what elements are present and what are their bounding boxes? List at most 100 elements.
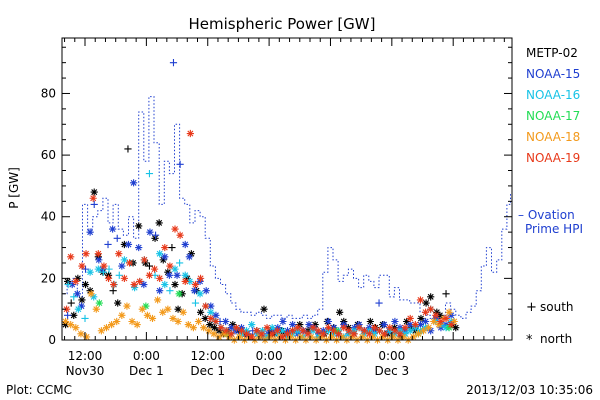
legend-metp-02: METP-02	[526, 46, 578, 60]
x-tick-label-date: Dec 3	[374, 364, 409, 378]
marker-noaa-15-73	[427, 327, 435, 335]
marker-noaa-19-7	[100, 262, 108, 270]
marker-metp-02-51	[311, 320, 319, 329]
x-tick-label-date: Dec 2	[252, 364, 287, 378]
marker-noaa-15-49	[305, 320, 313, 329]
marker-metp-02-72	[427, 293, 435, 301]
marker-noaa-18-71	[425, 324, 433, 332]
marker-noaa-16-66	[401, 330, 409, 338]
marker-noaa-18-22	[174, 317, 182, 326]
marker-noaa-15-15	[135, 243, 143, 252]
marker-noaa-16-7	[99, 268, 108, 276]
marker-noaa-19-35	[243, 330, 251, 338]
marker-noaa-19-45	[294, 324, 302, 332]
marker-noaa-15-22	[169, 59, 178, 67]
marker-metp-02-28	[183, 274, 191, 282]
marker-noaa-19-15	[140, 256, 148, 264]
marker-metp-02-74	[436, 311, 444, 319]
marker-noaa-19-57	[355, 324, 363, 332]
marker-metp-02-26	[174, 305, 182, 313]
marker-metp-02-19	[145, 262, 154, 270]
marker-noaa-18-48	[307, 333, 315, 341]
marker-noaa-19-61	[375, 327, 384, 335]
marker-metp-02-18	[141, 259, 149, 267]
marker-noaa-15-20	[161, 253, 169, 261]
marker-noaa-16-8	[105, 265, 113, 273]
marker-noaa-19-5	[89, 194, 97, 202]
marker-noaa-15-42	[269, 327, 277, 335]
marker-noaa-19-24	[186, 129, 194, 138]
marker-noaa-19-32	[227, 330, 235, 338]
ovation-hpi-line	[63, 96, 511, 319]
marker-noaa-19-43	[283, 330, 292, 338]
marker-noaa-15-33	[222, 317, 230, 326]
marker-noaa-15-23	[173, 271, 181, 279]
marker-noaa-15-63	[375, 299, 383, 307]
marker-noaa-16-25	[191, 299, 200, 307]
marker-metp-02-8	[90, 188, 98, 196]
marker-noaa-19-60	[370, 324, 379, 332]
marker-noaa-19-3	[78, 262, 86, 270]
marker-noaa-15-53	[324, 317, 333, 326]
marker-noaa-15-77	[447, 311, 455, 319]
marker-noaa-18-68	[409, 333, 417, 341]
marker-noaa-15-25	[181, 240, 189, 249]
marker-noaa-19-42	[278, 333, 286, 341]
marker-noaa-19-64	[391, 327, 399, 335]
x-axis-label: Date and Time	[238, 383, 326, 397]
marker-noaa-15-5	[86, 228, 94, 236]
marker-noaa-19-23	[181, 277, 189, 286]
marker-metp-02-49	[296, 320, 304, 329]
marker-noaa-16-6	[94, 265, 102, 273]
marker-noaa-18-54	[338, 333, 346, 341]
marker-noaa-15-3	[77, 302, 86, 310]
marker-noaa-16-18	[156, 250, 164, 258]
marker-noaa-19-50	[319, 330, 327, 338]
marker-noaa-19-20	[166, 262, 174, 270]
marker-noaa-18-64	[389, 333, 397, 341]
marker-noaa-19-67	[406, 314, 414, 323]
legend-noaa-18: NOAA-18	[526, 130, 580, 144]
marker-metp-02-43	[260, 305, 268, 313]
marker-noaa-16-60	[370, 330, 379, 338]
marker-noaa-19-70	[421, 308, 430, 316]
marker-noaa-18-34	[235, 333, 244, 341]
marker-noaa-19-38	[258, 330, 266, 338]
marker-metp-02-73	[433, 308, 441, 316]
marker-noaa-16-28	[207, 308, 215, 316]
marker-noaa-18-24	[184, 320, 192, 329]
marker-metp-02-15	[124, 145, 132, 153]
marker-noaa-15-46	[289, 320, 297, 329]
marker-noaa-15-14	[129, 179, 138, 187]
marker-noaa-19-18	[156, 274, 164, 282]
y-tick-label: 0	[48, 333, 56, 347]
marker-metp-02-7	[86, 287, 94, 295]
marker-noaa-16-16	[145, 169, 154, 178]
marker-noaa-19-66	[401, 324, 409, 332]
x-tick-label-date: Dec 1	[190, 364, 225, 378]
marker-noaa-16-1	[70, 293, 78, 301]
marker-noaa-19-6	[94, 250, 102, 258]
marker-noaa-18-2	[72, 324, 80, 332]
marker-noaa-16-23	[181, 271, 189, 279]
marker-metp-02-24	[168, 243, 176, 252]
marker-noaa-15-71	[416, 320, 425, 329]
marker-noaa-18-70	[419, 327, 428, 335]
marker-noaa-16-2	[74, 305, 82, 313]
marker-noaa-18-1	[67, 320, 75, 329]
marker-noaa-19-40	[268, 330, 276, 338]
marker-metp-02-4	[74, 274, 82, 282]
marker-noaa-18-15	[138, 305, 146, 313]
marker-noaa-18-23	[179, 308, 187, 316]
marker-noaa-15-64	[380, 320, 388, 329]
marker-noaa-19-0	[63, 305, 71, 313]
marker-noaa-18-72	[430, 317, 438, 326]
marker-noaa-19-10	[115, 250, 123, 258]
marker-noaa-19-13	[130, 280, 138, 289]
chart-title: Hemispheric Power [GW]	[189, 15, 376, 33]
marker-noaa-18-32	[225, 333, 233, 341]
y-tick-label: 60	[41, 148, 56, 162]
marker-noaa-15-41	[264, 330, 272, 338]
marker-noaa-18-38	[256, 333, 264, 341]
marker-noaa-15-26	[185, 253, 193, 261]
